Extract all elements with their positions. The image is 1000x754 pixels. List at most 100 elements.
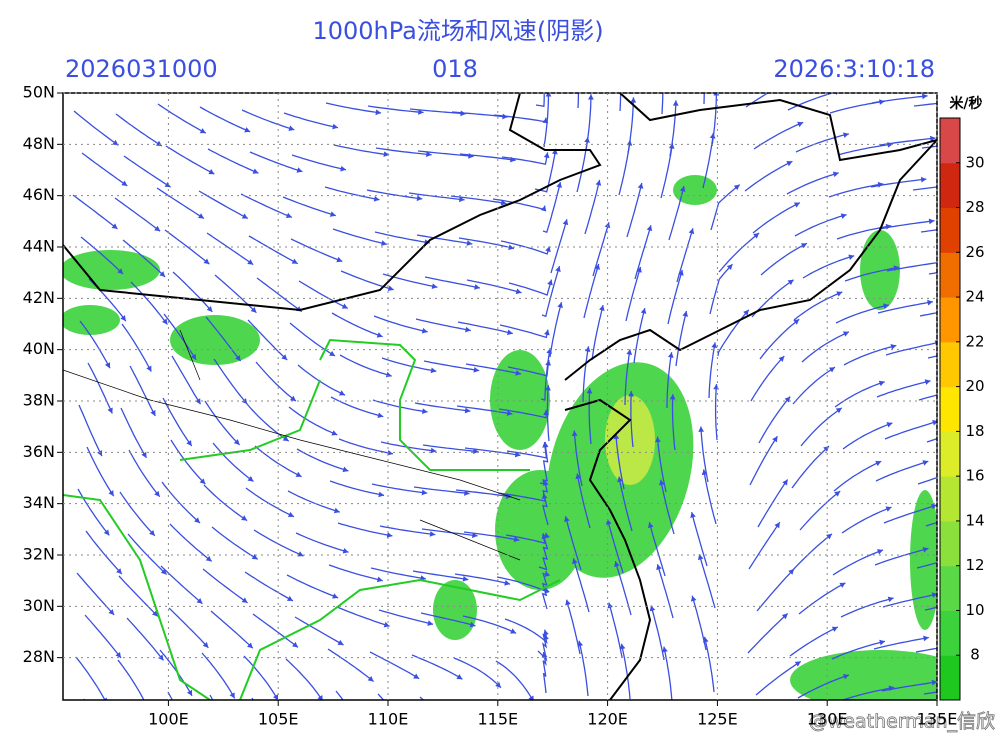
arrow-head [342,466,349,473]
streamline [500,240,551,255]
streamline [913,102,937,107]
streamline [366,189,423,200]
streamline [837,143,893,156]
streamline [255,361,297,402]
streamline [163,313,197,361]
arrow-head [205,555,212,562]
colorbar-label: 10 [965,601,984,619]
lat-label: 44N [23,236,55,255]
map-title: 1000hPa流场和风速(阴影) [312,17,603,45]
streamline [463,531,520,541]
lat-label: 40N [23,339,55,358]
arrow-head [793,319,800,325]
streamline [159,649,193,697]
streamline [121,323,152,372]
streamline [542,479,549,526]
arrow-head [678,269,684,276]
arrow-head [195,398,201,405]
streamline [708,342,716,399]
arrow-head [528,695,534,700]
arrow-head [835,93,839,95]
arrow-head [451,733,457,739]
arrow-head [430,367,437,374]
wind-shading [63,175,937,700]
streamline [157,103,207,134]
arrow-head [667,352,674,358]
streamline [413,486,470,495]
streamline [249,151,303,173]
arrow-head [886,422,893,428]
streamline [747,613,789,654]
streamline [295,532,349,553]
arrow-head [121,180,128,186]
arrow-head [378,491,385,498]
arrow-head [373,195,380,202]
arrow-head [208,169,215,175]
streamline [127,533,168,575]
arrow-head [662,646,668,653]
streamline [633,307,646,364]
arrow-head [376,332,383,338]
arrow-head [699,48,705,54]
arrow-head [848,254,855,261]
streamline [714,384,718,441]
streamline [327,648,375,683]
streamline [501,152,549,165]
arrow-head [552,148,558,155]
streamline [332,228,387,245]
arrow-head [202,641,209,648]
streamline [666,352,673,408]
streamline [493,114,547,123]
streamline [324,186,380,201]
streamline [843,344,897,366]
arrow-head [404,734,409,740]
streamline [298,280,349,309]
lat-label: 38N [23,390,55,409]
arrow-head [532,742,538,748]
streamline [84,614,122,659]
arrow-head [733,184,740,191]
streamline [126,702,144,750]
colorbar-segment [940,252,960,298]
streamline [419,696,425,700]
arrow-head [112,139,119,146]
streamline [703,636,715,693]
lat-label: 46N [23,185,55,204]
arrow-head [186,689,193,696]
streamline [799,490,841,531]
streamline [828,183,884,198]
streamline [76,572,115,616]
colorbar-segment [940,341,960,388]
streamline [212,442,254,483]
arrow-head [468,153,474,159]
arrow-head [920,176,927,183]
colorbar-label: 26 [965,243,984,261]
streamline [75,656,106,700]
arrow-head [426,151,432,158]
arrow-head [381,240,387,246]
arrow-head [199,128,206,134]
arrow-head [507,329,513,336]
arrow-head [469,621,476,628]
streamline [925,521,937,527]
arrow-head [386,532,393,538]
arrow-head [186,440,192,447]
streamline [73,110,119,146]
arrow-head [922,547,929,553]
colorbar-label: 28 [965,198,984,216]
colorbar: 8 10 12 14 16 18 20 22 24 26 28 30 [939,117,985,701]
streamline [798,582,846,615]
streamline [198,190,249,220]
streamline [86,446,115,497]
arrow-head [456,674,463,680]
streamline [83,698,86,700]
arrow-head [514,451,521,458]
streamline [844,266,900,282]
forecast-hour: 018 [432,55,478,83]
arrow-head [430,447,437,454]
arrow-head [198,213,204,219]
arrow-head [656,564,662,571]
streamline [289,322,336,357]
arrow-head [107,407,113,414]
streamline [577,93,580,109]
